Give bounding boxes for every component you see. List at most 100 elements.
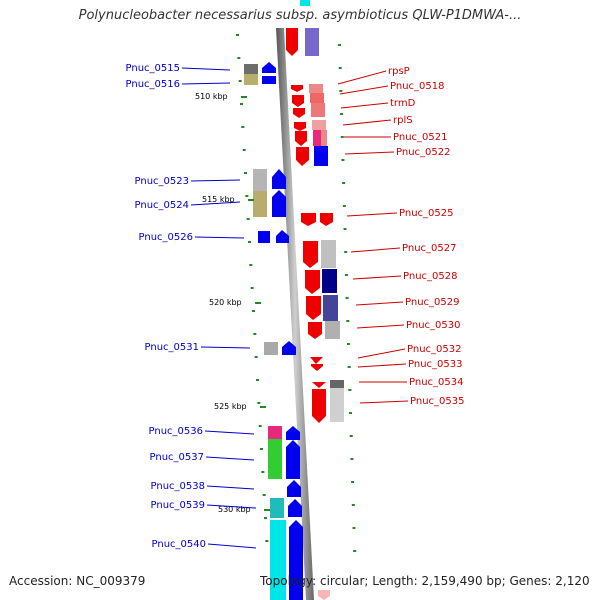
gene-label-right[interactable]: Pnuc_0535 bbox=[410, 396, 464, 407]
leader-line bbox=[337, 70, 387, 85]
gene-Pnuc_0524-block bbox=[253, 191, 267, 217]
gene-label-right[interactable]: Pnuc_0532 bbox=[407, 344, 461, 355]
gene-Pnuc_0516-arrow bbox=[262, 76, 276, 84]
gene-Pnuc_0536-block bbox=[268, 426, 282, 439]
gene-Pnuc_0518-block bbox=[310, 93, 324, 103]
leader-line bbox=[350, 247, 401, 253]
leader-line bbox=[355, 301, 404, 306]
tick-mark bbox=[342, 182, 346, 184]
tick-mark bbox=[346, 343, 350, 345]
gene-label-right[interactable]: Pnuc_0529 bbox=[405, 297, 459, 308]
tick-mark bbox=[351, 504, 355, 506]
leader-line bbox=[346, 212, 398, 217]
tick-mark bbox=[245, 195, 249, 197]
gene-label-right[interactable]: Pnuc_0527 bbox=[402, 243, 456, 254]
gene-label-left[interactable]: Pnuc_0531 bbox=[145, 342, 199, 353]
gene-partial-top-purple bbox=[305, 28, 319, 56]
leader-line bbox=[357, 363, 407, 368]
tick-mark bbox=[256, 379, 260, 381]
chromosome-backbone bbox=[276, 28, 314, 600]
leader-line bbox=[342, 119, 392, 126]
tick-mark bbox=[345, 297, 349, 299]
gene-trmD-arrow bbox=[293, 108, 305, 118]
gene-label-right[interactable]: Pnuc_0521 bbox=[393, 132, 447, 143]
gene-label-right[interactable]: Pnuc_0525 bbox=[399, 208, 453, 219]
tick-mark bbox=[250, 287, 254, 289]
gene-label-right[interactable]: Pnuc_0528 bbox=[403, 271, 457, 282]
gene-label-right[interactable]: Pnuc_0533 bbox=[408, 359, 462, 370]
tick-mark bbox=[353, 550, 357, 552]
tick-mark bbox=[252, 310, 256, 312]
gene-Pnuc_0527-block bbox=[321, 240, 336, 268]
gene-label-left[interactable]: Pnuc_0537 bbox=[150, 452, 204, 463]
topology-label: Topology: circular; Length: 2,159,490 bp… bbox=[260, 574, 590, 588]
tick-mark bbox=[254, 356, 258, 358]
gene-Pnuc_0526-arrow bbox=[276, 230, 289, 243]
tick-mark bbox=[264, 517, 268, 519]
gene-label-left[interactable]: Pnuc_0538 bbox=[151, 481, 205, 492]
tick-mark bbox=[262, 494, 266, 496]
tick-mark bbox=[244, 172, 248, 174]
leader-line bbox=[181, 82, 231, 85]
gene-label-left[interactable]: Pnuc_0540 bbox=[152, 539, 206, 550]
gene-Pnuc_0540-block bbox=[270, 520, 286, 600]
gene-label-right[interactable]: Pnuc_0530 bbox=[406, 320, 460, 331]
gene-Pnuc_0532-arrow bbox=[310, 357, 323, 364]
gene-partial-top-red bbox=[286, 28, 298, 56]
ruler-marker bbox=[260, 406, 266, 408]
tick-mark bbox=[249, 264, 253, 266]
leader-line bbox=[206, 504, 257, 509]
gene-Pnuc_0537-block bbox=[268, 439, 282, 479]
tick-mark bbox=[261, 471, 265, 473]
gene-label-left[interactable]: Pnuc_0536 bbox=[149, 426, 203, 437]
leader-line bbox=[339, 85, 389, 95]
ruler-label: 515 kbp bbox=[202, 195, 235, 204]
tick-mark bbox=[338, 67, 342, 69]
gene-label-right[interactable]: Pnuc_0518 bbox=[390, 81, 444, 92]
gene-label-right[interactable]: rplS bbox=[393, 115, 413, 126]
gene-label-left[interactable]: Pnuc_0516 bbox=[126, 79, 180, 90]
tick-mark bbox=[351, 481, 355, 483]
tick-mark bbox=[237, 57, 241, 59]
accession-label: Accession: NC_009379 bbox=[9, 574, 146, 588]
gene-partial-bottom-pink bbox=[318, 590, 330, 600]
gene-label-right[interactable]: trmD bbox=[390, 98, 416, 109]
tick-mark bbox=[340, 113, 344, 115]
ruler-label: 530 kbp bbox=[218, 505, 251, 514]
gene-Pnuc_0535-arrow bbox=[312, 389, 326, 423]
gene-Pnuc_0528-arrow bbox=[305, 270, 320, 294]
gene-label-right[interactable]: Pnuc_0522 bbox=[396, 147, 450, 158]
tick-mark bbox=[349, 412, 353, 414]
tick-mark bbox=[257, 402, 261, 404]
gene-label-left[interactable]: Pnuc_0539 bbox=[151, 500, 205, 511]
leader-line bbox=[206, 485, 255, 490]
gene-rplS-arrow bbox=[294, 122, 306, 131]
gene-label-left[interactable]: Pnuc_0526 bbox=[139, 232, 193, 243]
leader-line bbox=[190, 179, 241, 182]
gene-Pnuc_0537-arrow bbox=[286, 440, 300, 479]
gene-label-right[interactable]: rpsP bbox=[388, 66, 410, 77]
gene-Pnuc_0515-arrow bbox=[262, 62, 276, 73]
gene-Pnuc_0515-block bbox=[244, 64, 258, 74]
gene-label-left[interactable]: Pnuc_0515 bbox=[126, 63, 180, 74]
gene-label-right[interactable]: Pnuc_0534 bbox=[409, 377, 463, 388]
tick-mark bbox=[349, 435, 353, 437]
gene-Pnuc_0529-arrow bbox=[306, 296, 321, 320]
gene-Pnuc_0523-arrow bbox=[272, 169, 286, 189]
gene-Pnuc_0525-arrow bbox=[301, 213, 316, 226]
gene-Pnuc_0521-block-b bbox=[321, 130, 327, 146]
tick-mark bbox=[341, 159, 345, 161]
ruler-marker bbox=[241, 96, 247, 98]
leader-line bbox=[205, 456, 255, 461]
leader-line bbox=[181, 67, 231, 71]
gene-Pnuc_0539-arrow bbox=[288, 499, 302, 517]
gene-label-left[interactable]: Pnuc_0524 bbox=[135, 200, 189, 211]
gene-Pnuc_0534-block bbox=[330, 380, 344, 388]
tick-mark bbox=[260, 448, 264, 450]
leader-line bbox=[340, 102, 389, 109]
tick-mark bbox=[238, 80, 242, 82]
gene-label-left[interactable]: Pnuc_0523 bbox=[135, 176, 189, 187]
gene-Pnuc_0528-block bbox=[322, 269, 337, 293]
ruler-label: 520 kbp bbox=[209, 298, 242, 307]
